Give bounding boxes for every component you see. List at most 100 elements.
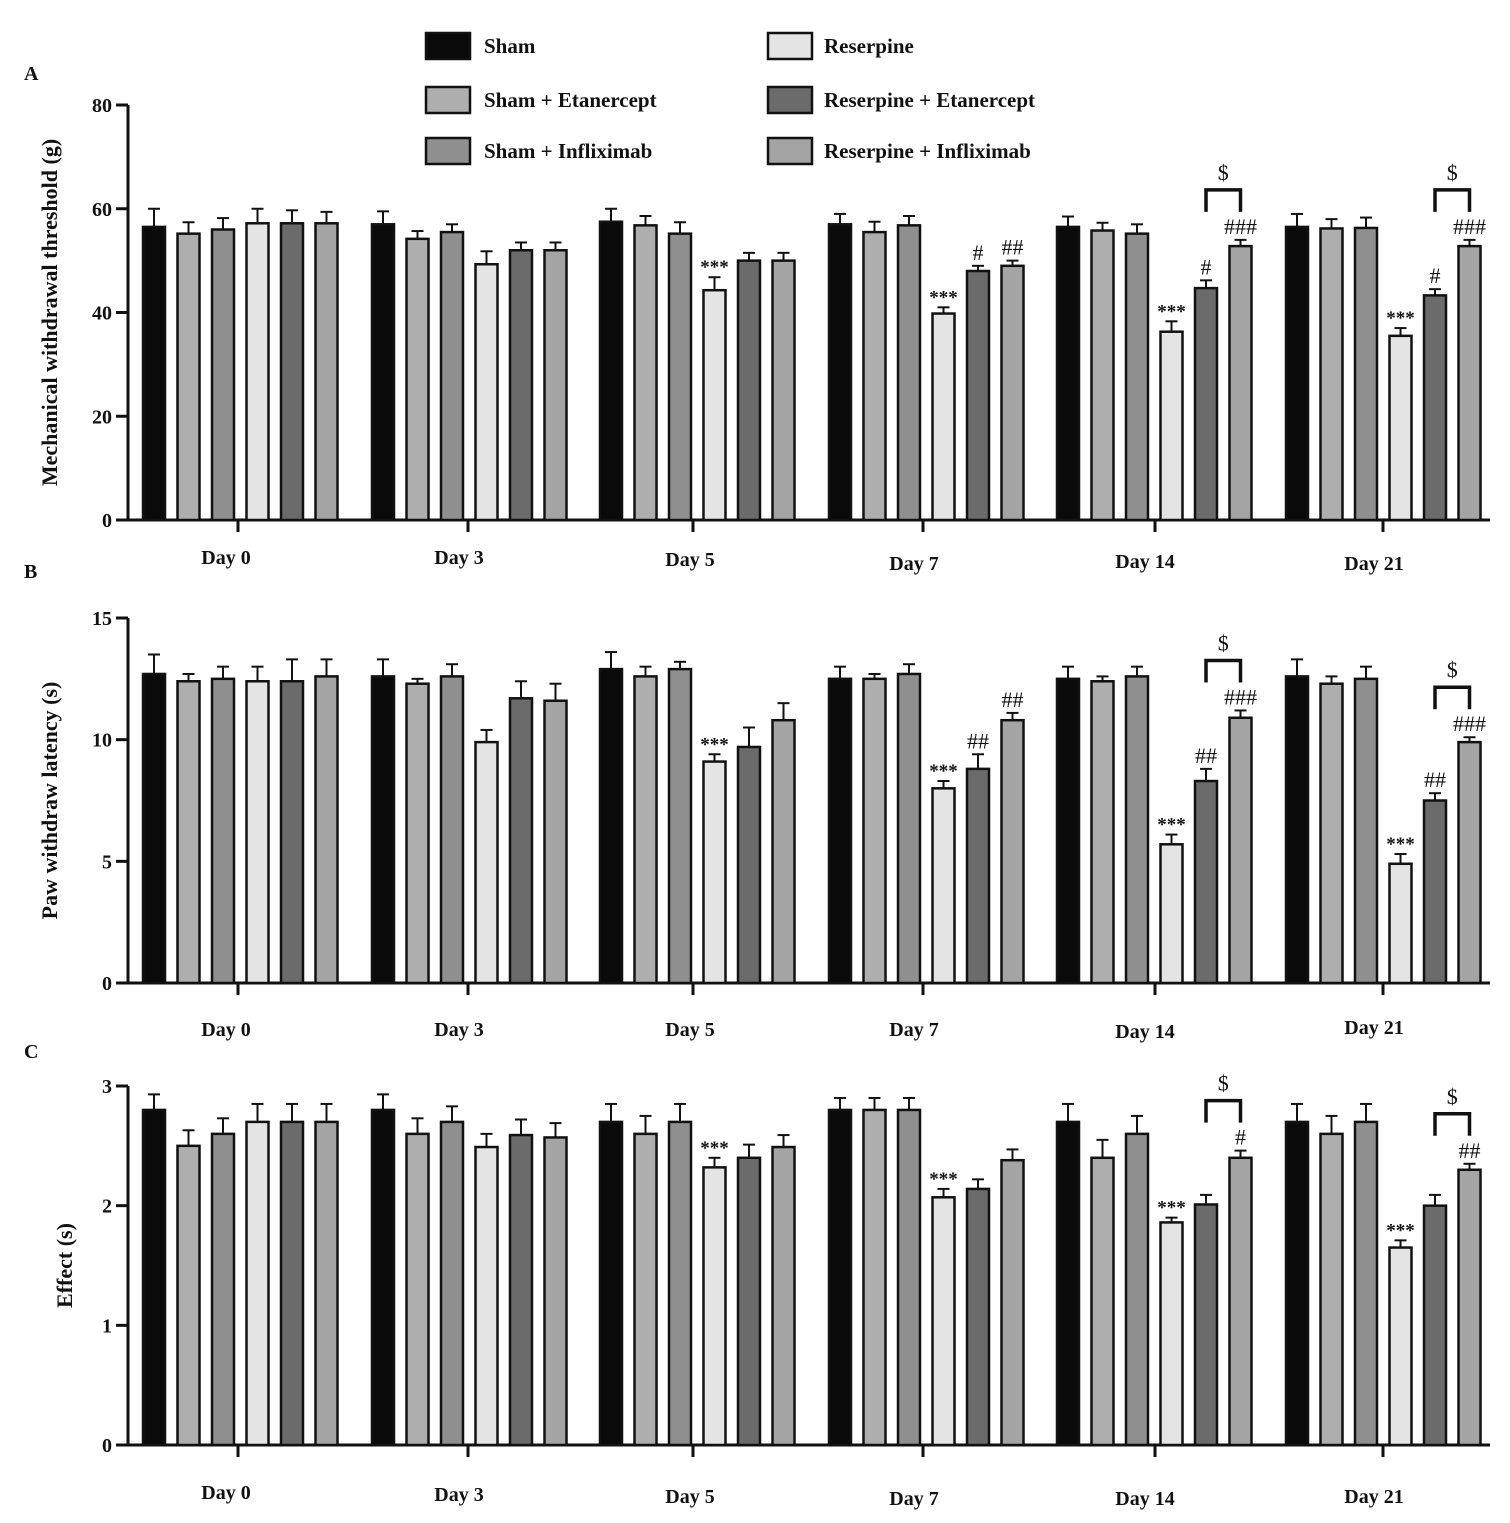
y-tick-label-0: 0 [102,1435,112,1457]
bracket-day-14 [1204,188,1243,212]
bar-reserpine-day-5 [702,1166,727,1447]
bar-reserpine-infliximab-day-0 [314,1120,339,1447]
bar-reserpine-infliximab-day-21 [1457,244,1482,522]
bar-sham-infliximab-day-21 [1353,226,1379,522]
y-tick-label-5: 5 [102,851,112,873]
bar-sham-infliximab-day-21 [1353,1120,1379,1447]
bar-reserpine-infliximab-day-7 [1000,1158,1025,1447]
bar-reserpine-day-3 [474,1145,499,1447]
bracket-label-day-21: $ [1447,160,1458,185]
bar-sham-infliximab-day-7 [896,672,922,985]
x-tick-label-day-0: Day 0 [201,1019,250,1041]
bar-sham-infliximab-day-7 [896,224,922,522]
bar-reserpine-etanercept-day-5 [736,745,762,985]
significance-reserpine-day-21: *** [1386,308,1415,329]
bar-sham-day-7 [827,1108,853,1447]
x-tick-label-day-21: Day 21 [1344,553,1403,575]
x-tick-label-day-14: Day 14 [1115,551,1174,573]
bar-sham-etanercept-day-5 [633,1132,658,1447]
legend-swatch-sham-etanercept [424,85,472,115]
bar-reserpine-day-0 [245,222,270,522]
legend-label-sham-infliximab: Sham + Infliximab [484,139,652,163]
bar-reserpine-etanercept-day-0 [279,680,305,985]
x-tick-label-day-14: Day 14 [1115,1488,1174,1510]
bar-reserpine-infliximab-day-5 [771,718,796,985]
panel-letter-c: C [24,1041,38,1063]
bracket-label-day-21: $ [1447,657,1458,682]
significance-reserpine-etanercept-day-21: # [1430,263,1441,288]
y-axis-title: Paw withdraw latency (s) [37,682,62,920]
significance-reserpine-day-7: *** [929,1169,958,1190]
y-tick-label-0: 0 [102,973,112,995]
significance-reserpine-day-14: *** [1157,301,1186,322]
y-axis-title: Mechanical withdrawal threshold (g) [37,139,62,486]
bar-sham-day-0 [141,672,167,985]
bar-sham-day-0 [141,225,167,522]
bar-reserpine-infliximab-day-3 [543,249,568,522]
bar-sham-day-14 [1055,1120,1081,1447]
bar-sham-day-21 [1284,225,1310,522]
x-tick-label-day-3: Day 3 [434,1019,483,1041]
bar-sham-day-14 [1055,225,1081,522]
bar-sham-day-5 [598,220,624,522]
significance-reserpine-infliximab-day-7: ## [1002,687,1024,712]
bar-sham-infliximab-day-14 [1124,232,1150,522]
bar-reserpine-etanercept-day-21 [1422,799,1448,985]
bar-sham-etanercept-day-5 [633,675,658,985]
x-tick-label-day-3: Day 3 [434,547,483,569]
bar-sham-day-5 [598,667,624,985]
y-tick-label-3: 3 [102,1076,112,1098]
bar-sham-etanercept-day-0 [176,1144,201,1447]
significance-reserpine-etanercept-day-7: ## [967,728,989,753]
bar-sham-etanercept-day-3 [405,237,430,522]
legend-label-sham-etanercept: Sham + Etanercept [484,88,657,112]
bar-reserpine-day-21 [1388,334,1413,522]
bar-reserpine-day-3 [474,740,499,985]
bar-reserpine-infliximab-day-5 [771,1145,796,1447]
bracket-day-14 [1204,1098,1243,1123]
significance-reserpine-infliximab-day-21: ### [1453,711,1486,736]
bracket-day-21 [1433,1112,1472,1136]
x-tick-label-day-21: Day 21 [1344,1017,1403,1039]
bar-reserpine-day-0 [245,1120,270,1447]
bar-sham-infliximab-day-14 [1124,1132,1150,1447]
significance-reserpine-day-7: *** [929,761,958,782]
bar-sham-etanercept-day-7 [862,1108,887,1447]
bar-reserpine-etanercept-day-5 [736,259,762,522]
legend-label-reserpine-etanercept: Reserpine + Etanercept [824,88,1035,112]
x-tick-label-day-14: Day 14 [1115,1021,1174,1043]
bar-sham-day-0 [141,1108,167,1447]
bar-sham-infliximab-day-3 [439,230,465,522]
bar-reserpine-infliximab-day-3 [543,1136,568,1447]
legend-label-sham: Sham [484,34,536,58]
significance-reserpine-day-14: *** [1157,815,1186,836]
x-tick-label-day-0: Day 0 [201,547,250,569]
bar-reserpine-day-14 [1159,1221,1184,1447]
bracket-label-day-14: $ [1218,160,1229,185]
bar-reserpine-day-14 [1159,330,1184,522]
bracket-day-14 [1204,658,1243,683]
bar-sham-etanercept-day-21 [1319,682,1344,985]
significance-reserpine-day-7: *** [929,287,958,308]
panel-letter-a: A [24,63,39,85]
x-tick-label-day-0: Day 0 [201,1482,250,1504]
significance-reserpine-day-21: *** [1386,834,1415,855]
bar-sham-day-3 [370,223,396,522]
panel-letter-b: B [24,561,37,583]
legend-label-reserpine-infliximab: Reserpine + Infliximab [824,139,1031,163]
y-tick-label-20: 20 [92,406,112,428]
bracket-label-day-21: $ [1447,1084,1458,1109]
significance-reserpine-infliximab-day-7: ## [1002,235,1024,260]
significance-reserpine-etanercept-day-14: ## [1195,743,1217,768]
bar-sham-etanercept-day-0 [176,232,201,522]
bar-sham-day-21 [1284,1120,1310,1447]
legend-swatch-sham [424,31,472,61]
bar-sham-infliximab-day-5 [667,1120,693,1447]
legend-swatch-sham-infliximab [424,136,472,166]
bar-sham-etanercept-day-0 [176,680,201,985]
significance-reserpine-etanercept-day-7: # [973,240,984,265]
significance-reserpine-day-21: *** [1386,1220,1415,1241]
bar-sham-infliximab-day-5 [667,232,693,522]
bar-sham-day-21 [1284,675,1310,985]
